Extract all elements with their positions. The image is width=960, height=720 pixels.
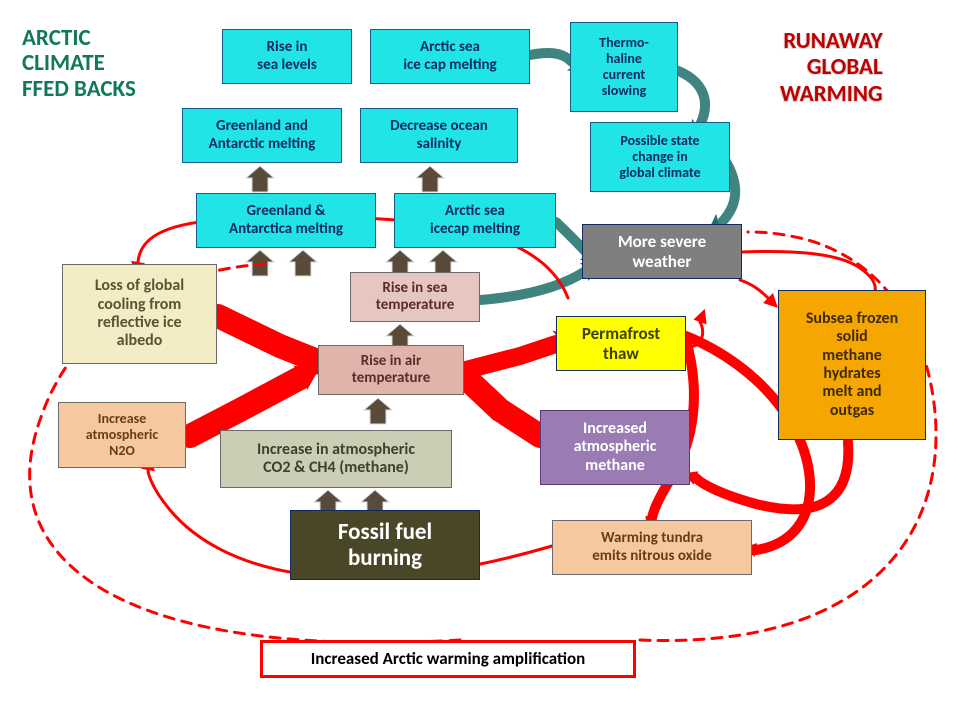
box-fossil: Fossil fuelburning: [290, 510, 480, 580]
box-arctic_cap_top: Arctic seaice cap melting: [370, 29, 530, 84]
box-permafrost: Permafrostthaw: [556, 316, 686, 371]
box-amplification: Increased Arctic warming amplification: [260, 640, 636, 678]
box-rise_sea_temp: Rise in seatemperature: [350, 272, 480, 322]
box-rise_air_temp: Rise in airtemperature: [318, 345, 464, 395]
title-left: ARCTICCLIMATEFFED BACKS: [22, 26, 136, 102]
box-severe: More severeweather: [582, 224, 742, 279]
box-tundra_n2o: Warming tundraemits nitrous oxide: [552, 520, 752, 575]
box-greenland_melt2: Greenland &Antarctica melting: [196, 193, 376, 248]
box-state_change: Possible statechange inglobal climate: [590, 122, 730, 192]
box-n2o: IncreaseatmosphericN2O: [58, 402, 186, 468]
box-inc_methane: Increasedatmosphericmethane: [540, 410, 690, 485]
box-greenland_ant: Greenland andAntarctic melting: [182, 108, 342, 163]
box-rise_sea_levels: Rise insea levels: [222, 29, 352, 84]
box-thermo: Thermo-halinecurrentslowing: [570, 22, 678, 112]
box-co2_ch4: Increase in atmosphericCO2 & CH4 (methan…: [220, 430, 452, 488]
box-arctic_cap2: Arctic seaicecap melting: [394, 193, 556, 248]
title-right: RUNAWAYGLOBALWARMING: [780, 28, 883, 107]
box-dec_salinity: Decrease oceansalinity: [360, 108, 518, 163]
box-albedo: Loss of globalcooling fromreflective ice…: [62, 264, 217, 364]
box-subsea: Subsea frozensolidmethanehydratesmelt an…: [778, 290, 926, 440]
